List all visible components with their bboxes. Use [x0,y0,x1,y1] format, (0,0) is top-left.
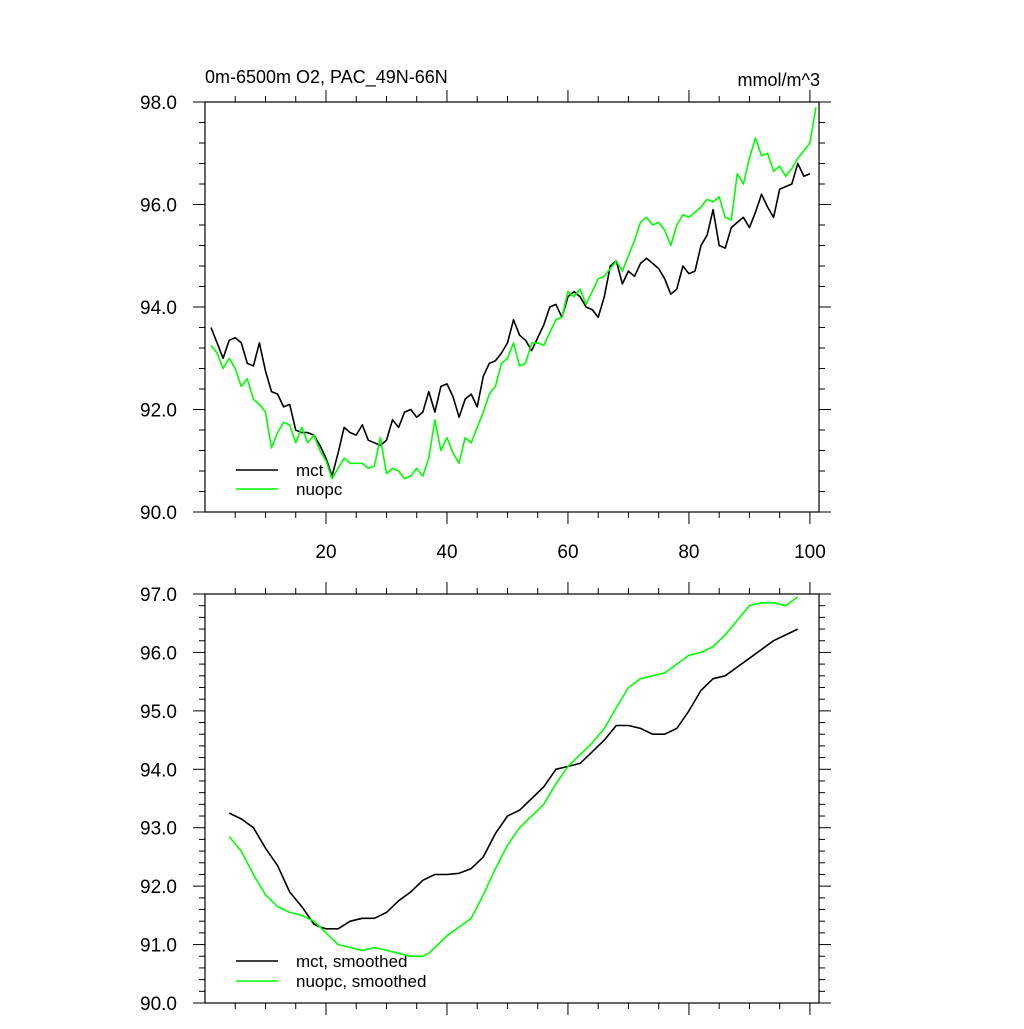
y-tick-label: 92.0 [140,401,177,422]
y-tick-label: 91.0 [140,936,177,957]
series-line-mct [210,162,811,477]
x-tick-label: 60 [557,542,578,563]
x-tick-label: 20 [315,542,336,563]
plot-frame-1 [204,101,820,513]
series-line-nuopc [210,106,817,480]
x-tick-label: 100 [794,542,826,563]
y-tick-label: 97.0 [140,585,177,606]
y-tick-label: 94.0 [140,760,177,781]
chart-title: 0m-6500m O2, PAC_49N-66N [205,67,448,88]
series-line-nuopc-smoothed [228,596,799,958]
y-tick-label: 94.0 [140,298,177,319]
plot-frame-2 [204,593,820,1004]
y-tick-label: 95.0 [140,702,177,723]
y-tick-label: 98.0 [140,93,177,114]
y-tick-label: 96.0 [140,643,177,664]
y-tick-label: 93.0 [140,819,177,840]
y-tick-label: 92.0 [140,877,177,898]
x-tick-label: 80 [678,542,699,563]
legend-label-mct: mct [296,461,324,480]
y-tick-label: 96.0 [140,196,177,217]
series-line-mct-smoothed [228,628,799,930]
units-label: mmol/m^3 [738,70,820,90]
x-tick-label: 40 [436,542,457,563]
legend-label-nuopc-smoothed: nuopc, smoothed [296,972,426,991]
y-tick-label: 90.0 [140,994,177,1015]
legend-label-nuopc: nuopc [296,480,343,499]
legend-label-mct-smoothed: mct, smoothed [296,952,408,971]
y-tick-label: 90.0 [140,503,177,524]
